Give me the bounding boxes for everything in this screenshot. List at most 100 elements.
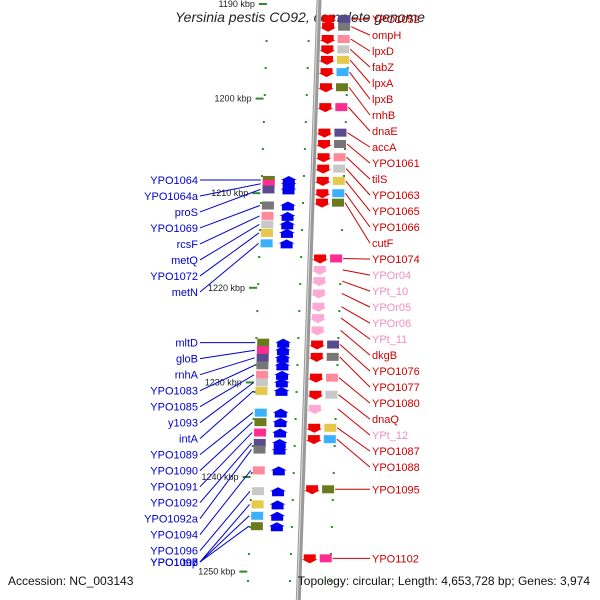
minus-gene-label[interactable]: YPOr06	[372, 318, 411, 330]
minus-gene-label[interactable]: YPOr04	[372, 270, 411, 282]
plus-gene-arrow[interactable]	[273, 378, 290, 388]
minus-gene-label[interactable]: YPt_12	[372, 430, 408, 442]
plus-gene-label[interactable]: metQ	[171, 255, 198, 267]
minus-gene-label[interactable]: accA	[372, 142, 397, 154]
rna-gene-arrow[interactable]	[310, 289, 327, 299]
rna-gene-arrow[interactable]	[306, 404, 323, 414]
minus-gene-arrow[interactable]	[301, 554, 318, 564]
minus-gene-label[interactable]: lpxD	[372, 46, 394, 58]
plus-gene-label[interactable]: YPO1064	[150, 175, 198, 187]
plus-gene-arrow[interactable]	[279, 201, 296, 211]
minus-gene-arrow[interactable]	[314, 198, 331, 208]
minus-gene-arrow[interactable]	[308, 352, 325, 362]
minus-gene-arrow[interactable]	[309, 340, 326, 350]
minus-gene-arrow[interactable]	[315, 153, 332, 163]
plus-gene-label[interactable]: rcsF	[177, 239, 199, 251]
plus-gene-arrow[interactable]	[278, 228, 295, 238]
minus-gene-label[interactable]: YPO1066	[372, 222, 420, 234]
plus-gene-arrow[interactable]	[268, 522, 285, 532]
plus-gene-label[interactable]: YPO1097	[150, 557, 198, 569]
minus-gene-arrow[interactable]	[319, 35, 336, 45]
plus-gene-arrow[interactable]	[271, 438, 288, 448]
minus-gene-label[interactable]: YPO1102	[372, 553, 419, 565]
minus-gene-label[interactable]: YPO1061	[372, 158, 420, 170]
plus-gene-label[interactable]: metN	[172, 287, 198, 299]
plus-gene-arrow[interactable]	[272, 428, 289, 438]
minus-gene-arrow[interactable]	[316, 128, 333, 138]
minus-gene-label[interactable]: YPOr05	[372, 302, 411, 314]
minus-gene-label[interactable]: ompH	[372, 30, 401, 42]
minus-gene-arrow[interactable]	[314, 176, 331, 186]
plus-gene-label[interactable]: YPO1098	[150, 557, 198, 569]
plus-gene-arrow[interactable]	[279, 220, 296, 230]
minus-gene-arrow[interactable]	[307, 390, 324, 400]
minus-gene-arrow[interactable]	[304, 485, 321, 495]
plus-gene-label[interactable]: proS	[175, 207, 198, 219]
plus-gene-arrow[interactable]	[269, 500, 286, 510]
minus-gene-arrow[interactable]	[315, 164, 332, 174]
plus-gene-label[interactable]: rnhA	[175, 370, 199, 382]
plus-gene-label[interactable]: intA	[179, 434, 199, 446]
minus-gene-label[interactable]: YPO1077	[372, 382, 420, 394]
plus-gene-label[interactable]: YPO1096	[150, 546, 198, 558]
rna-gene-arrow[interactable]	[310, 314, 327, 324]
plus-gene-arrow[interactable]	[273, 386, 290, 396]
minus-gene-arrow[interactable]	[316, 140, 333, 150]
minus-gene-label[interactable]: YPO1088	[372, 462, 420, 474]
plus-gene-arrow[interactable]	[280, 179, 297, 189]
minus-gene-arrow[interactable]	[320, 22, 337, 32]
rna-gene-arrow[interactable]	[311, 265, 328, 275]
plus-gene-arrow[interactable]	[274, 370, 291, 380]
plus-gene-arrow[interactable]	[274, 353, 291, 363]
minus-gene-label[interactable]: YPt_11	[372, 334, 407, 346]
minus-gene-label[interactable]: dnaQ	[372, 414, 399, 426]
plus-gene-arrow[interactable]	[274, 346, 291, 356]
minus-gene-arrow[interactable]	[312, 254, 329, 264]
plus-gene-arrow[interactable]	[272, 408, 289, 418]
plus-gene-arrow[interactable]	[279, 211, 296, 221]
plus-gene-arrow[interactable]	[269, 511, 286, 521]
plus-gene-label[interactable]: mltD	[175, 338, 198, 350]
plus-gene-label[interactable]: YPO1083	[150, 386, 198, 398]
minus-gene-label[interactable]: lpxB	[372, 94, 393, 106]
plus-gene-label[interactable]: YPO1092a	[144, 514, 199, 526]
plus-gene-arrow[interactable]	[278, 239, 295, 249]
plus-gene-label[interactable]: tnp	[183, 557, 198, 569]
minus-gene-arrow[interactable]	[320, 15, 337, 25]
rna-gene-arrow[interactable]	[310, 302, 327, 312]
minus-gene-label[interactable]: YPO1095	[372, 484, 420, 496]
minus-gene-label[interactable]: YPt_10	[372, 286, 408, 298]
gene-labels[interactable]: YPO1064 YPO1064a proS YPO1069 rcsF metQ YPO107…	[144, 14, 420, 569]
minus-gene-label[interactable]: dnaE	[372, 126, 398, 138]
plus-gene-arrow[interactable]	[280, 185, 297, 195]
minus-gene-label[interactable]: YPO1065	[372, 206, 420, 218]
minus-gene-arrow[interactable]	[317, 83, 334, 93]
plus-gene-label[interactable]: YPO1094	[150, 530, 198, 542]
minus-gene-label[interactable]: fabZ	[372, 62, 394, 74]
plus-gene-label[interactable]: YPO1092	[150, 498, 198, 510]
plus-gene-label[interactable]: YPO1091	[150, 482, 198, 494]
minus-gene-label[interactable]: YPO1076	[372, 366, 420, 378]
minus-gene-arrow[interactable]	[314, 189, 331, 199]
plus-gene-label[interactable]: YPO1064a	[144, 191, 199, 203]
minus-gene-arrow[interactable]	[307, 373, 324, 383]
minus-gene-label[interactable]: YPO1087	[372, 446, 420, 458]
minus-gene-arrow[interactable]	[318, 55, 335, 65]
minus-gene-label[interactable]: cutF	[372, 238, 394, 250]
minus-gene-label[interactable]: tilS	[372, 174, 387, 186]
minus-gene-label[interactable]: YPO1063	[372, 190, 420, 202]
minus-gene-arrow[interactable]	[306, 423, 323, 433]
plus-gene-arrow[interactable]	[271, 445, 288, 455]
minus-gene-label[interactable]: YPO1052	[372, 14, 420, 26]
minus-gene-label[interactable]: YPO1080	[372, 398, 420, 410]
minus-gene-label[interactable]: rnhB	[372, 110, 395, 122]
minus-gene-label[interactable]: lpxA	[372, 78, 394, 90]
rna-gene-arrow[interactable]	[309, 326, 326, 336]
plus-gene-label[interactable]: YPO1069	[150, 223, 198, 235]
plus-gene-arrow[interactable]	[270, 466, 287, 476]
plus-gene-arrow[interactable]	[272, 418, 289, 428]
plus-gene-arrow[interactable]	[274, 361, 291, 371]
minus-gene-label[interactable]: dkgB	[372, 350, 397, 362]
minus-gene-label[interactable]: YPO1074	[372, 254, 420, 266]
